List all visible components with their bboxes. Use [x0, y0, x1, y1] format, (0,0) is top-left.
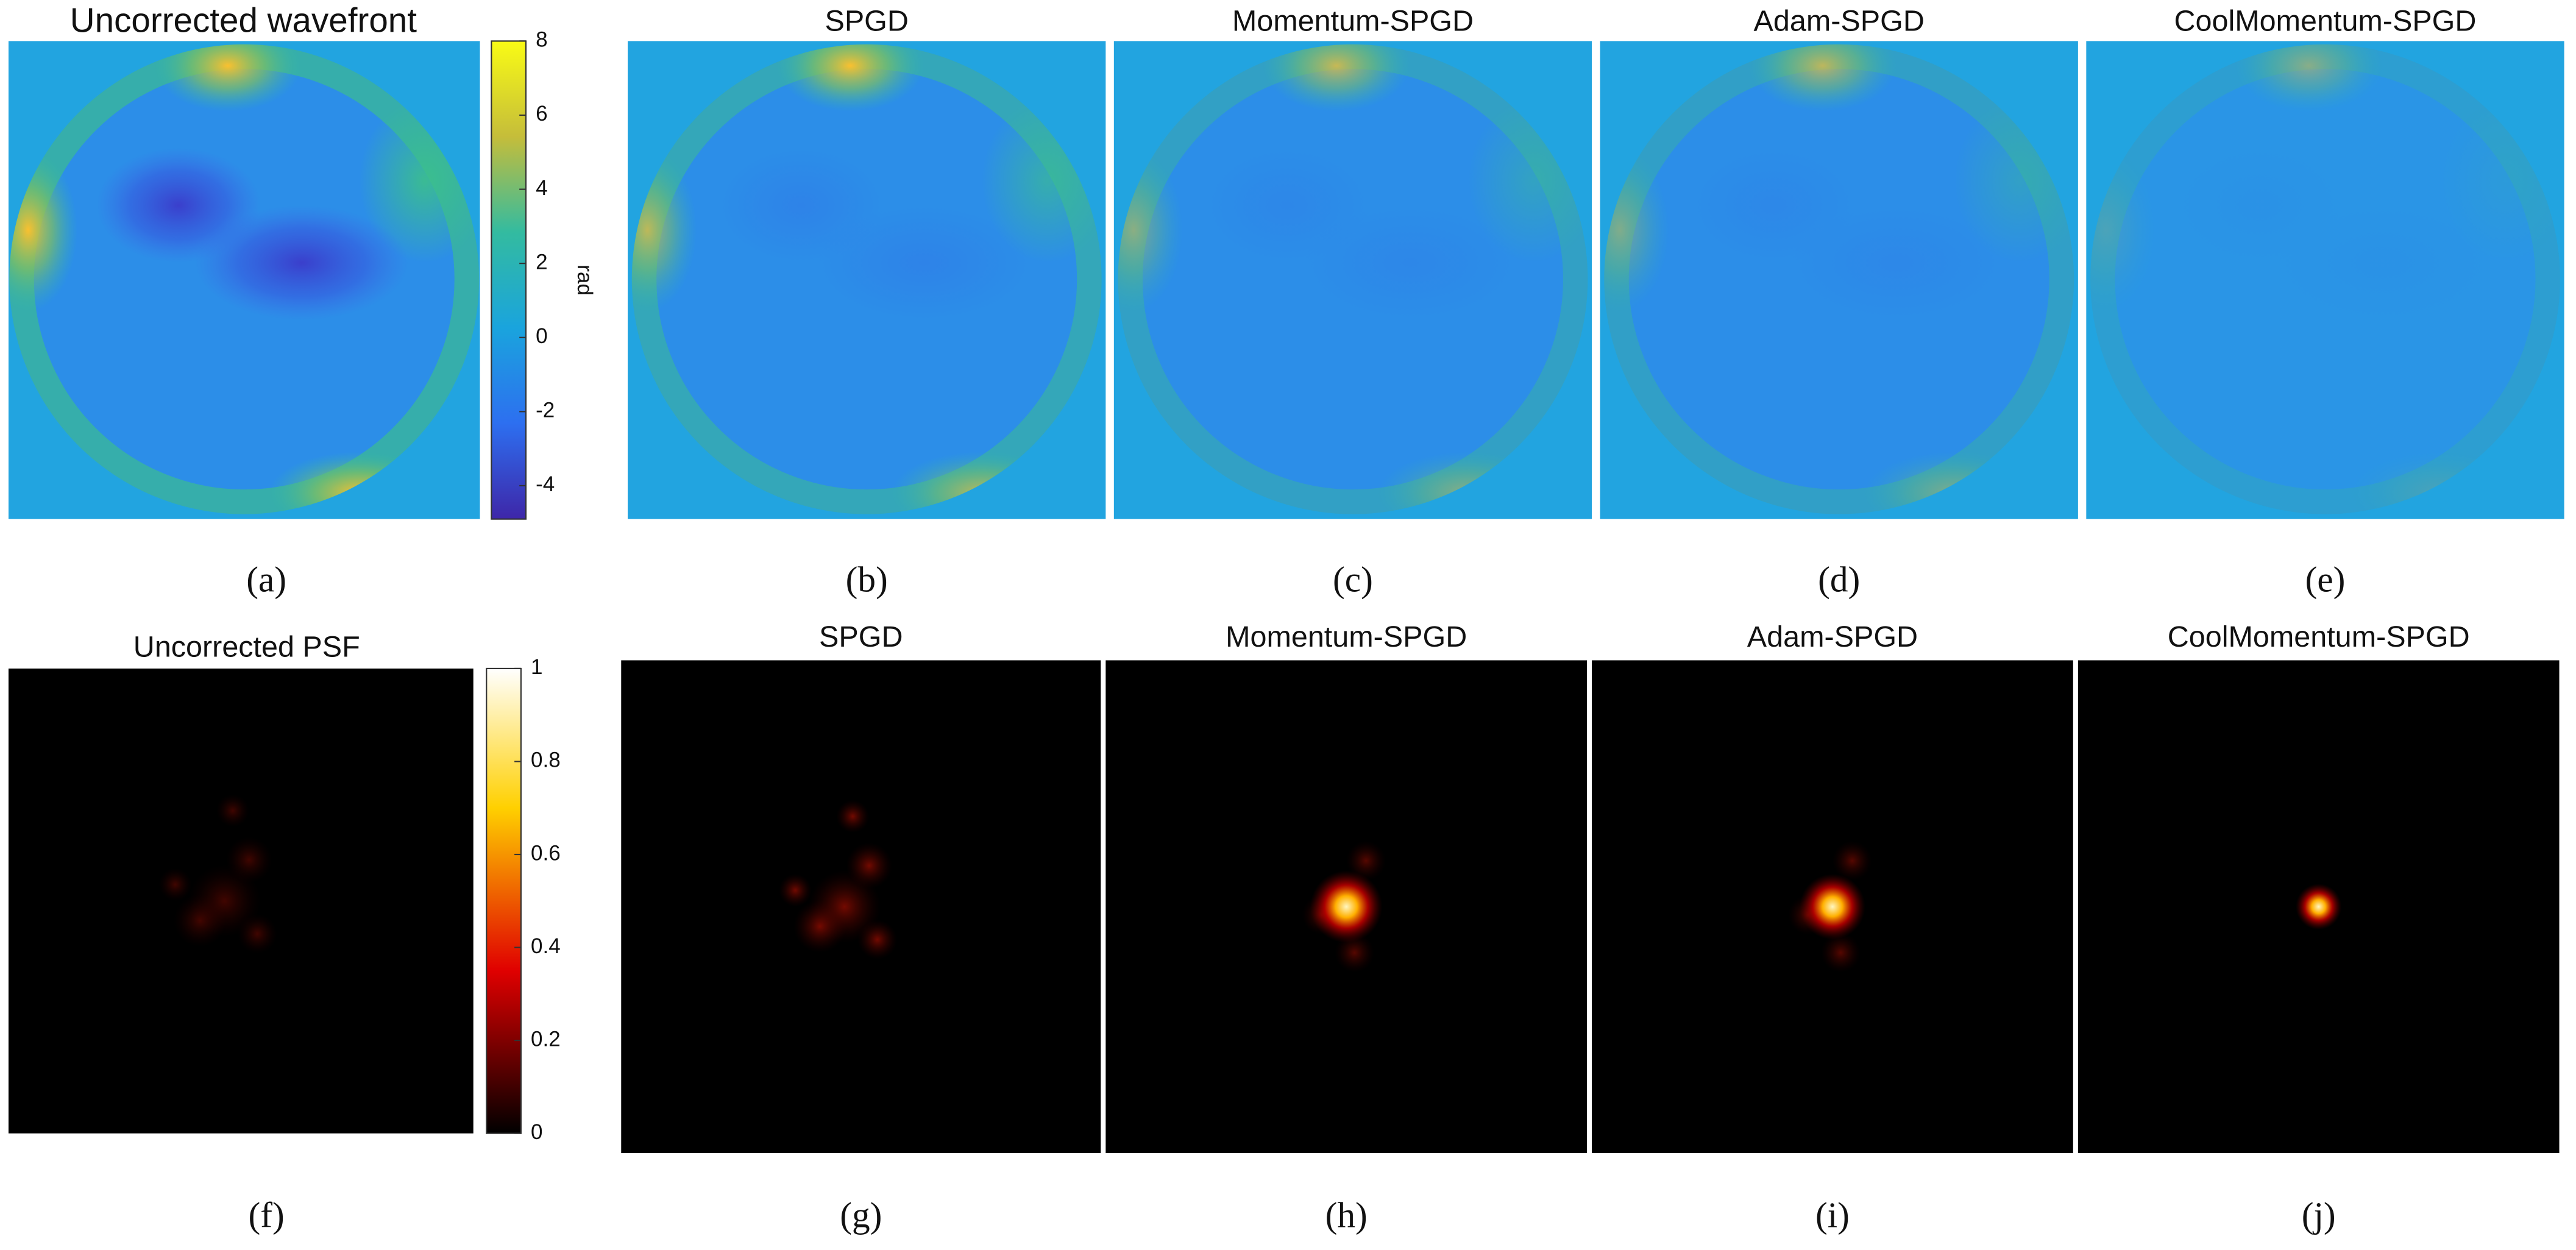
colorbar-tick-label: 0.8: [531, 748, 561, 772]
cold-spot: [2276, 205, 2489, 321]
panel-label: (f): [249, 1195, 285, 1235]
colorbar-tick-label: -2: [536, 399, 555, 422]
psf-blob: [158, 868, 192, 901]
psf-blob: [793, 900, 846, 953]
colorbar-tick-label: 8: [536, 28, 547, 52]
psf-blob: [1832, 840, 1872, 881]
psf-blob: [779, 873, 812, 907]
panel-label: (d): [1818, 559, 1860, 599]
colorbar-tick-label: 0: [531, 1120, 542, 1144]
psf-blob: [836, 800, 870, 833]
hot-spot: [1118, 147, 1183, 313]
panel-label: (g): [840, 1195, 882, 1235]
hot-spot: [1748, 44, 1897, 112]
hot-spot: [9, 147, 78, 313]
colorbar-tick-label: 4: [536, 176, 547, 200]
psf-blob: [226, 837, 272, 883]
psf-blob: [846, 842, 892, 889]
colorbar-tick-label: 0: [536, 324, 547, 348]
panel-title: SPGD: [825, 5, 908, 38]
psf-blob: [173, 894, 227, 947]
panel-title: SPGD: [819, 620, 903, 653]
wavefront-image: [2086, 41, 2564, 519]
wavefront-image: [1600, 41, 2078, 519]
pupil: [9, 44, 480, 514]
panel-label: (a): [246, 559, 286, 599]
hot-spot: [2235, 44, 2383, 112]
psf-image: [8, 668, 474, 1134]
colorbar-tick-label: 0.2: [531, 1027, 561, 1051]
panel-title: Adam-SPGD: [1754, 5, 1925, 38]
psf-image: [2077, 660, 2560, 1153]
hot-spot: [154, 44, 302, 112]
psf-core: [2295, 883, 2342, 930]
panel-title: Momentum-SPGD: [1226, 620, 1467, 653]
panel-label: (j): [2302, 1195, 2336, 1235]
wavefront-image: [628, 41, 1106, 519]
colorbar: [491, 40, 527, 520]
hot-spot: [1604, 147, 1669, 313]
colorbar-tick-label: -4: [536, 472, 555, 496]
cold-spot: [194, 205, 409, 321]
panel-title: CoolMomentum-SPGD: [2174, 5, 2477, 38]
colorbar-tick-label: 1: [531, 655, 542, 679]
colorbar-tick-label: 2: [536, 250, 547, 274]
psf-blob: [237, 914, 277, 954]
psf-blob: [1346, 840, 1386, 881]
cold-spot: [1789, 205, 2004, 321]
wavefront-image: [1113, 41, 1592, 519]
panel-label: (b): [846, 559, 888, 599]
psf-blob: [857, 920, 898, 959]
panel-title: Uncorrected PSF: [133, 630, 360, 663]
psf-blob: [1821, 932, 1861, 973]
colorbar-tick-label: 0.6: [531, 841, 561, 865]
cold-spot: [817, 205, 1031, 321]
colorbar-tick-label: 0.4: [531, 934, 561, 958]
colorbar: [486, 667, 522, 1134]
hot-spot: [2090, 147, 2156, 313]
psf-core: [1310, 870, 1383, 943]
psf-blob: [1335, 932, 1374, 973]
hot-spot: [631, 147, 697, 313]
panel-title: Uncorrected wavefront: [70, 1, 417, 40]
hot-spot: [776, 44, 924, 112]
hot-spot: [1262, 44, 1411, 112]
psf-blob: [216, 794, 249, 828]
psf-image: [1592, 660, 2073, 1153]
psf-image: [1105, 660, 1588, 1153]
panel-title: Momentum-SPGD: [1232, 5, 1474, 38]
psf-core: [1800, 873, 1865, 940]
pupil: [631, 44, 1102, 514]
panel-label: (i): [1815, 1195, 1850, 1235]
panel-title: Adam-SPGD: [1747, 620, 1918, 653]
wavefront-image: [8, 41, 480, 519]
panel-label: (e): [2305, 559, 2346, 599]
panel-label: (c): [1333, 559, 1373, 599]
colorbar-tick-label: 6: [536, 102, 547, 126]
psf-image: [621, 660, 1101, 1153]
panel-title: CoolMomentum-SPGD: [2168, 620, 2470, 653]
colorbar-label: rad: [573, 265, 597, 296]
cold-spot: [1304, 205, 1517, 321]
panel-label: (h): [1325, 1195, 1368, 1235]
